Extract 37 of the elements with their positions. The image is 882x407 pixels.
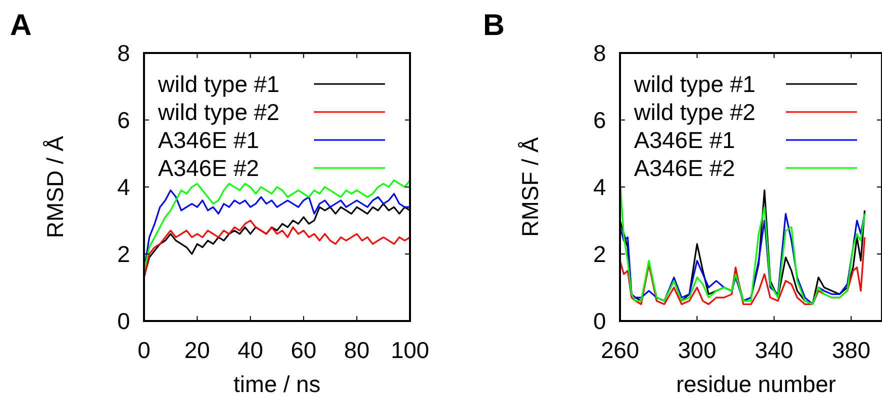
legend-label: wild type #1 — [633, 71, 756, 97]
x-tick-label: 380 — [832, 337, 870, 363]
y-tick-label: 8 — [593, 40, 606, 66]
y-axis-title: RMSD / Å — [42, 135, 68, 238]
legend-label: A346E #1 — [634, 127, 736, 153]
line-series — [620, 213, 866, 306]
x-tick-label: 340 — [754, 337, 794, 363]
x-tick-label: 260 — [600, 337, 640, 363]
x-tick-label: 40 — [238, 337, 264, 363]
y-tick-label: 6 — [593, 107, 606, 133]
legend-label: wild type #1 — [157, 71, 280, 97]
legend-label: A346E #1 — [158, 127, 260, 153]
y-tick-label: 0 — [593, 308, 606, 334]
x-tick-label: 60 — [290, 337, 316, 363]
x-tick-label: 0 — [138, 337, 150, 363]
chart-title: B — [483, 9, 505, 42]
y-tick-label: 2 — [117, 241, 130, 267]
y-tick-label: 0 — [117, 308, 130, 334]
x-tick-label: 80 — [344, 337, 370, 363]
y-tick-label: 4 — [593, 174, 606, 200]
legend-label: wild type #2 — [157, 99, 280, 125]
x-tick-label: 100 — [390, 337, 430, 363]
y-axis-title: RMSF / Å — [517, 136, 543, 237]
chart-title: A — [10, 9, 32, 42]
x-axis-title: time / ns — [234, 371, 320, 397]
legend-label: wild type #2 — [633, 99, 756, 125]
y-tick-label: 2 — [593, 241, 606, 267]
y-tick-label: 4 — [117, 174, 130, 200]
line-series — [144, 220, 410, 278]
y-tick-label: 6 — [117, 107, 130, 133]
legend-label: A346E #2 — [158, 155, 260, 181]
x-tick-label: 300 — [678, 337, 716, 363]
x-axis-title: residue number — [676, 371, 836, 397]
y-tick-label: 8 — [117, 40, 130, 66]
legend-label: A346E #2 — [634, 155, 736, 181]
x-tick-label: 20 — [184, 337, 210, 363]
line-series — [620, 236, 866, 306]
